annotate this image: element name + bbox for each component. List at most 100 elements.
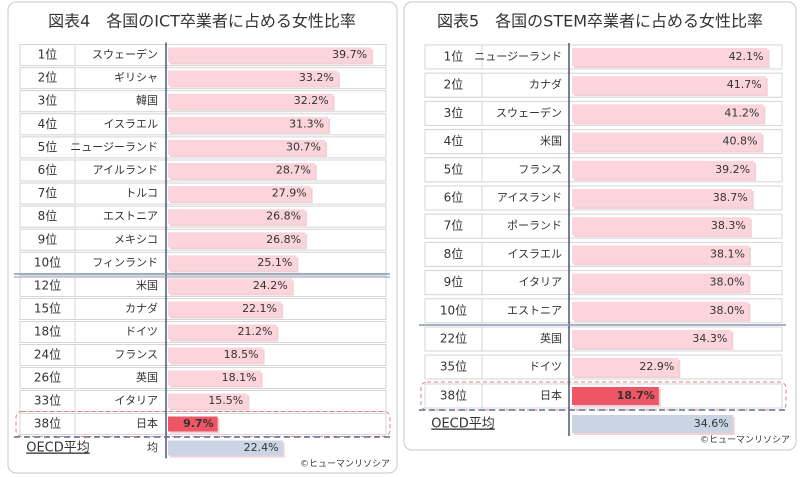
value-label: 28.7%: [276, 164, 311, 177]
rank-box: [19, 136, 76, 159]
category-label: スウェーデン: [92, 47, 158, 61]
rank-label: 1位: [444, 49, 464, 64]
bar: [168, 416, 218, 432]
rank-label: 26位: [34, 370, 61, 385]
value-label: 34.6%: [694, 417, 729, 430]
rank-box: [19, 205, 76, 228]
category-label: ギリシャ: [114, 71, 158, 84]
category-label: ニュージーランド: [474, 50, 562, 63]
value-label: 38.3%: [711, 219, 746, 232]
bar: [168, 393, 248, 409]
rank-label: 2位: [444, 77, 464, 92]
value-label: 38.7%: [713, 191, 748, 204]
bar: [168, 232, 306, 248]
rank-box: [424, 298, 483, 324]
rank-label: 1位: [38, 47, 58, 62]
category-label: 均: [147, 441, 158, 454]
value-label: 42.1%: [729, 50, 764, 63]
rank-label: 4位: [38, 116, 58, 131]
value-label: 22.4%: [244, 441, 279, 454]
bar: [572, 301, 749, 320]
bar: [572, 387, 659, 405]
category-label: フランス: [114, 348, 158, 361]
bar: [168, 324, 277, 340]
category-label: フィンランド: [92, 256, 158, 269]
bar: [572, 273, 749, 292]
category-label: イスラエル: [103, 117, 158, 130]
category-label: エストニア: [103, 210, 158, 223]
rank-box: [424, 100, 483, 126]
category-label: トルコ: [125, 187, 158, 200]
category-label: 米国: [540, 135, 562, 148]
rank-label: 5位: [38, 139, 58, 154]
rank-box: [424, 241, 483, 267]
rank-label: 35位: [440, 359, 467, 374]
rank-label: 7位: [444, 218, 464, 233]
rank-label: 15位: [34, 301, 61, 316]
category-label: 韓国: [136, 94, 158, 107]
rank-box: [19, 228, 76, 251]
rank-box: [424, 383, 483, 409]
rank-label: 3位: [38, 93, 58, 108]
value-label: 27.9%: [272, 187, 307, 200]
bar: [572, 245, 749, 264]
bar: [168, 70, 338, 86]
rank-box: [424, 213, 483, 239]
rank-box: [424, 270, 483, 296]
rank-label: 38位: [34, 416, 61, 431]
value-label: 39.2%: [715, 163, 750, 176]
rank-box: [19, 344, 76, 366]
source-note: ©ヒューマンリソシア: [700, 435, 790, 446]
value-label: 41.7%: [727, 78, 762, 91]
bar: [572, 358, 679, 376]
bar: [168, 440, 283, 456]
bar: [572, 160, 755, 179]
rank-label: 10位: [34, 254, 61, 269]
value-label: 39.7%: [332, 48, 367, 61]
category-label: スウェーデン: [496, 105, 562, 119]
rank-label: 18位: [34, 324, 61, 339]
category-label: 英国: [136, 370, 158, 384]
rank-box: [424, 326, 483, 352]
value-label: 15.5%: [208, 394, 243, 407]
category-label: 日本: [136, 416, 158, 430]
rank-label: 24位: [34, 347, 61, 362]
rank-box: [19, 413, 76, 435]
value-label: 33.2%: [299, 71, 334, 84]
rank-box: [19, 113, 76, 136]
bar: [168, 301, 282, 317]
bar: [168, 116, 329, 132]
bar: [168, 347, 263, 363]
rank-label: 33位: [34, 393, 61, 408]
category-label: ドイツ: [125, 325, 158, 338]
rank-label: 3位: [444, 105, 464, 120]
bar: [168, 139, 326, 155]
rank-label: 6位: [38, 162, 58, 177]
value-label: 22.1%: [242, 302, 277, 315]
source-note: ©ヒューマンリソシア: [300, 459, 390, 470]
category-label: イタリア: [518, 276, 562, 289]
category-label: カナダ: [125, 301, 158, 315]
value-label: 38.0%: [710, 276, 745, 289]
value-label: 38.0%: [710, 304, 745, 317]
category-label: イスラエル: [507, 247, 562, 260]
value-label: 18.7%: [617, 389, 655, 402]
category-label: イタリア: [114, 394, 158, 407]
rank-box: [424, 44, 483, 70]
bar: [572, 76, 766, 95]
category-label: ドイツ: [529, 360, 562, 373]
rank-label: 9位: [38, 231, 58, 246]
bar: [572, 217, 750, 236]
value-label: 26.8%: [266, 233, 301, 246]
value-label: 18.1%: [222, 371, 257, 384]
rank-label: OECD平均: [26, 441, 90, 456]
rank-label: 38位: [440, 388, 467, 403]
bar: [572, 104, 764, 123]
value-label: 30.7%: [286, 140, 321, 153]
rank-box: [19, 67, 76, 90]
rank-label: 12位: [34, 278, 61, 293]
value-label: 34.3%: [692, 332, 727, 345]
chart-title: 図表5 各国のSTEM卒業者に占める女性比率: [437, 12, 763, 31]
category-label: カナダ: [529, 77, 562, 91]
